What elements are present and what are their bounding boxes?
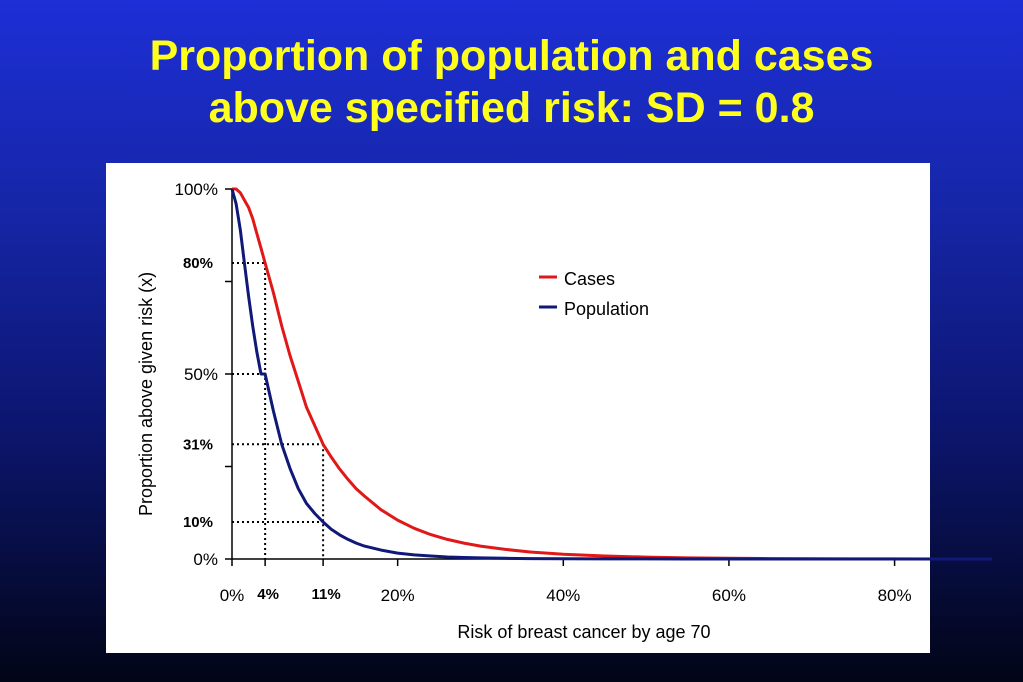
slide-title-line-1: Proportion of population and cases	[149, 32, 874, 80]
slide-title: Proportion of population and cases above…	[0, 30, 1023, 134]
series-line-cases	[232, 187, 937, 561]
x-ref-tick-label: 4%	[257, 586, 279, 603]
line-chart: 0% 50% 100% 10% 31% 80% 0% 20% 40% 60% 80% 4% 11% Ris…	[136, 180, 992, 642]
x-tick-label: 20%	[381, 586, 415, 605]
y-tick-label: 100%	[175, 180, 218, 199]
x-tick-label: 60%	[712, 586, 746, 605]
y-axis-label: Proportion above given risk (x)	[136, 272, 156, 516]
legend-label-population: Population	[564, 299, 649, 319]
x-tick-label: 40%	[546, 586, 580, 605]
y-ref-tick-label: 10%	[183, 514, 213, 531]
y-ref-tick-label: 80%	[183, 255, 213, 272]
x-tick-label: 80%	[878, 586, 912, 605]
x-axis-label: Risk of breast cancer by age 70	[457, 622, 710, 642]
x-tick-label: 0%	[220, 586, 245, 605]
y-ref-tick-label: 31%	[183, 436, 213, 453]
chart-panel: 0% 50% 100% 10% 31% 80% 0% 20% 40% 60% 80% 4% 11% Ris…	[106, 163, 992, 653]
x-ref-tick-label: 11%	[312, 586, 341, 603]
slide-title-line-2: above specified risk: SD = 0.8	[208, 84, 815, 132]
series-line-population	[230, 188, 992, 561]
y-tick-label: 0%	[193, 550, 218, 569]
y-tick-label: 50%	[184, 365, 218, 384]
legend-label-cases: Cases	[564, 269, 615, 289]
